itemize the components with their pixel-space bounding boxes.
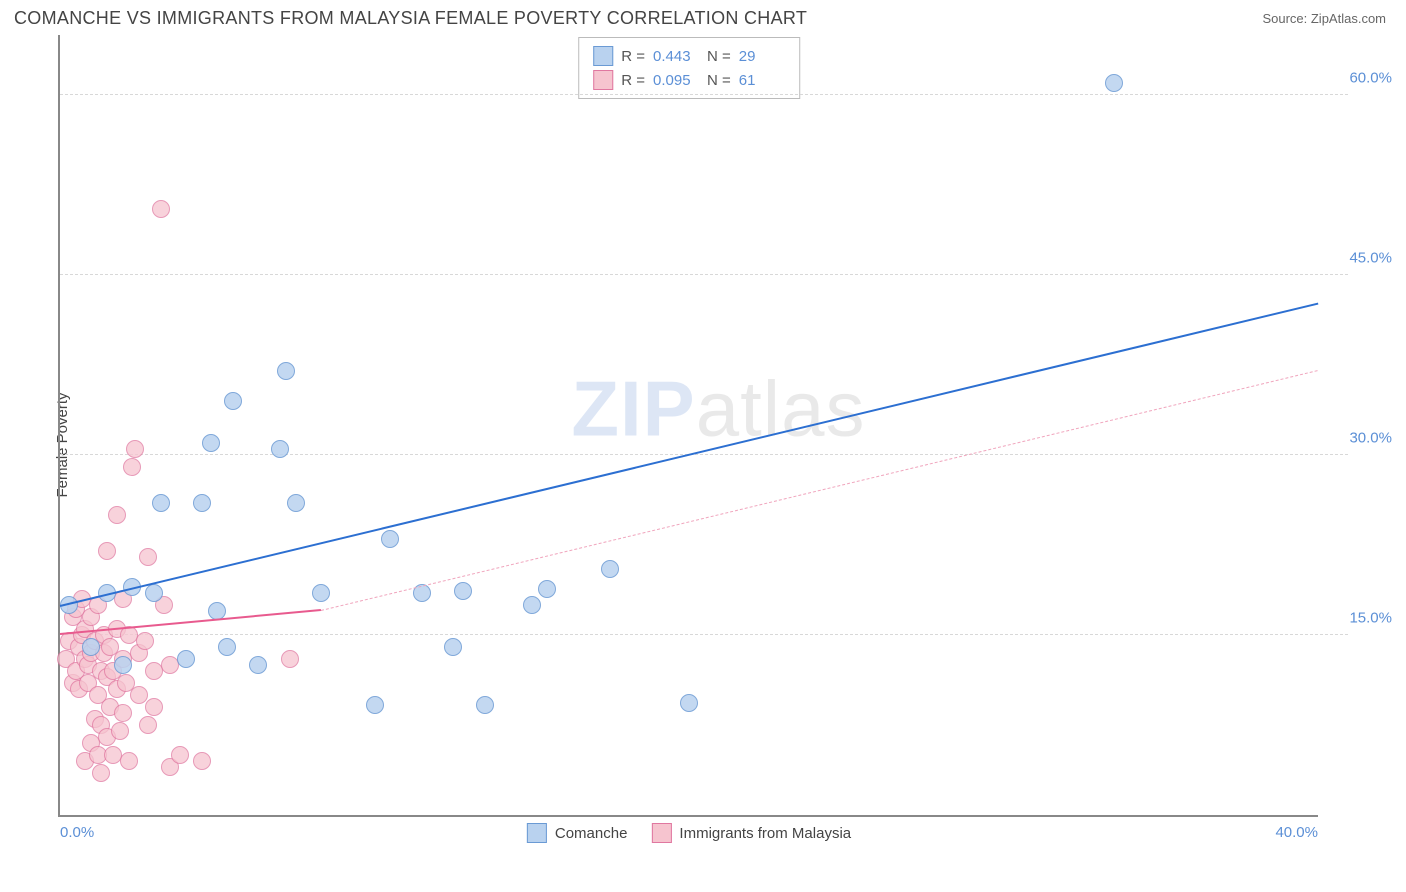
data-point — [136, 632, 154, 650]
data-point — [177, 650, 195, 668]
data-point — [218, 638, 236, 656]
gridline — [60, 94, 1348, 95]
data-point — [82, 638, 100, 656]
data-point — [249, 656, 267, 674]
gridline — [60, 274, 1348, 275]
stat-n-val-1: 61 — [739, 72, 785, 89]
data-point — [193, 494, 211, 512]
x-tick-label: 0.0% — [60, 824, 94, 841]
trend-line — [60, 303, 1318, 607]
swatch-blue — [527, 823, 547, 843]
data-point — [538, 580, 556, 598]
watermark: ZIPatlas — [571, 364, 865, 455]
source-label: Source: ZipAtlas.com — [1262, 11, 1386, 26]
plot-area: ZIPatlas R = 0.443 N = 29 R = 0.095 N = … — [58, 35, 1318, 817]
data-point — [454, 582, 472, 600]
bottom-legend: Comanche Immigrants from Malaysia — [527, 823, 851, 843]
legend-item-malaysia: Immigrants from Malaysia — [651, 823, 851, 843]
data-point — [271, 440, 289, 458]
data-point — [108, 506, 126, 524]
legend-label-malaysia: Immigrants from Malaysia — [679, 825, 851, 842]
data-point — [312, 584, 330, 602]
watermark-zip: ZIP — [571, 365, 695, 453]
data-point — [193, 752, 211, 770]
data-point — [98, 542, 116, 560]
data-point — [523, 596, 541, 614]
data-point — [680, 694, 698, 712]
data-point — [145, 698, 163, 716]
data-point — [152, 200, 170, 218]
data-point — [111, 722, 129, 740]
data-point — [287, 494, 305, 512]
y-tick-label: 15.0% — [1349, 610, 1392, 627]
data-point — [277, 362, 295, 380]
data-point — [381, 530, 399, 548]
x-tick-label: 40.0% — [1275, 824, 1318, 841]
stat-r-val-1: 0.095 — [653, 72, 699, 89]
data-point — [1105, 74, 1123, 92]
stat-n-val-0: 29 — [739, 48, 785, 65]
y-tick-label: 30.0% — [1349, 430, 1392, 447]
y-tick-label: 60.0% — [1349, 70, 1392, 87]
chart-title: COMANCHE VS IMMIGRANTS FROM MALAYSIA FEM… — [14, 8, 807, 29]
legend-label-comanche: Comanche — [555, 825, 628, 842]
y-tick-label: 45.0% — [1349, 250, 1392, 267]
data-point — [123, 458, 141, 476]
stat-n-label: N = — [707, 72, 731, 89]
stat-legend: R = 0.443 N = 29 R = 0.095 N = 61 — [578, 37, 800, 99]
data-point — [114, 704, 132, 722]
data-point — [126, 440, 144, 458]
data-point — [145, 584, 163, 602]
data-point — [152, 494, 170, 512]
data-point — [476, 696, 494, 714]
data-point — [92, 764, 110, 782]
data-point — [366, 696, 384, 714]
data-point — [444, 638, 462, 656]
data-point — [139, 548, 157, 566]
stat-row-malaysia: R = 0.095 N = 61 — [593, 68, 785, 92]
chart-container: Female Poverty ZIPatlas R = 0.443 N = 29… — [14, 35, 1392, 855]
data-point — [130, 686, 148, 704]
stat-r-val-0: 0.443 — [653, 48, 699, 65]
gridline — [60, 454, 1348, 455]
data-point — [601, 560, 619, 578]
trend-line — [321, 370, 1318, 611]
data-point — [171, 746, 189, 764]
swatch-pink — [651, 823, 671, 843]
legend-item-comanche: Comanche — [527, 823, 628, 843]
swatch-blue — [593, 46, 613, 66]
data-point — [120, 752, 138, 770]
stat-row-comanche: R = 0.443 N = 29 — [593, 44, 785, 68]
gridline — [60, 634, 1348, 635]
stat-n-label: N = — [707, 48, 731, 65]
stat-r-label: R = — [621, 72, 645, 89]
data-point — [224, 392, 242, 410]
data-point — [139, 716, 157, 734]
data-point — [202, 434, 220, 452]
data-point — [114, 656, 132, 674]
data-point — [281, 650, 299, 668]
stat-r-label: R = — [621, 48, 645, 65]
watermark-atlas: atlas — [696, 365, 866, 453]
swatch-pink — [593, 70, 613, 90]
